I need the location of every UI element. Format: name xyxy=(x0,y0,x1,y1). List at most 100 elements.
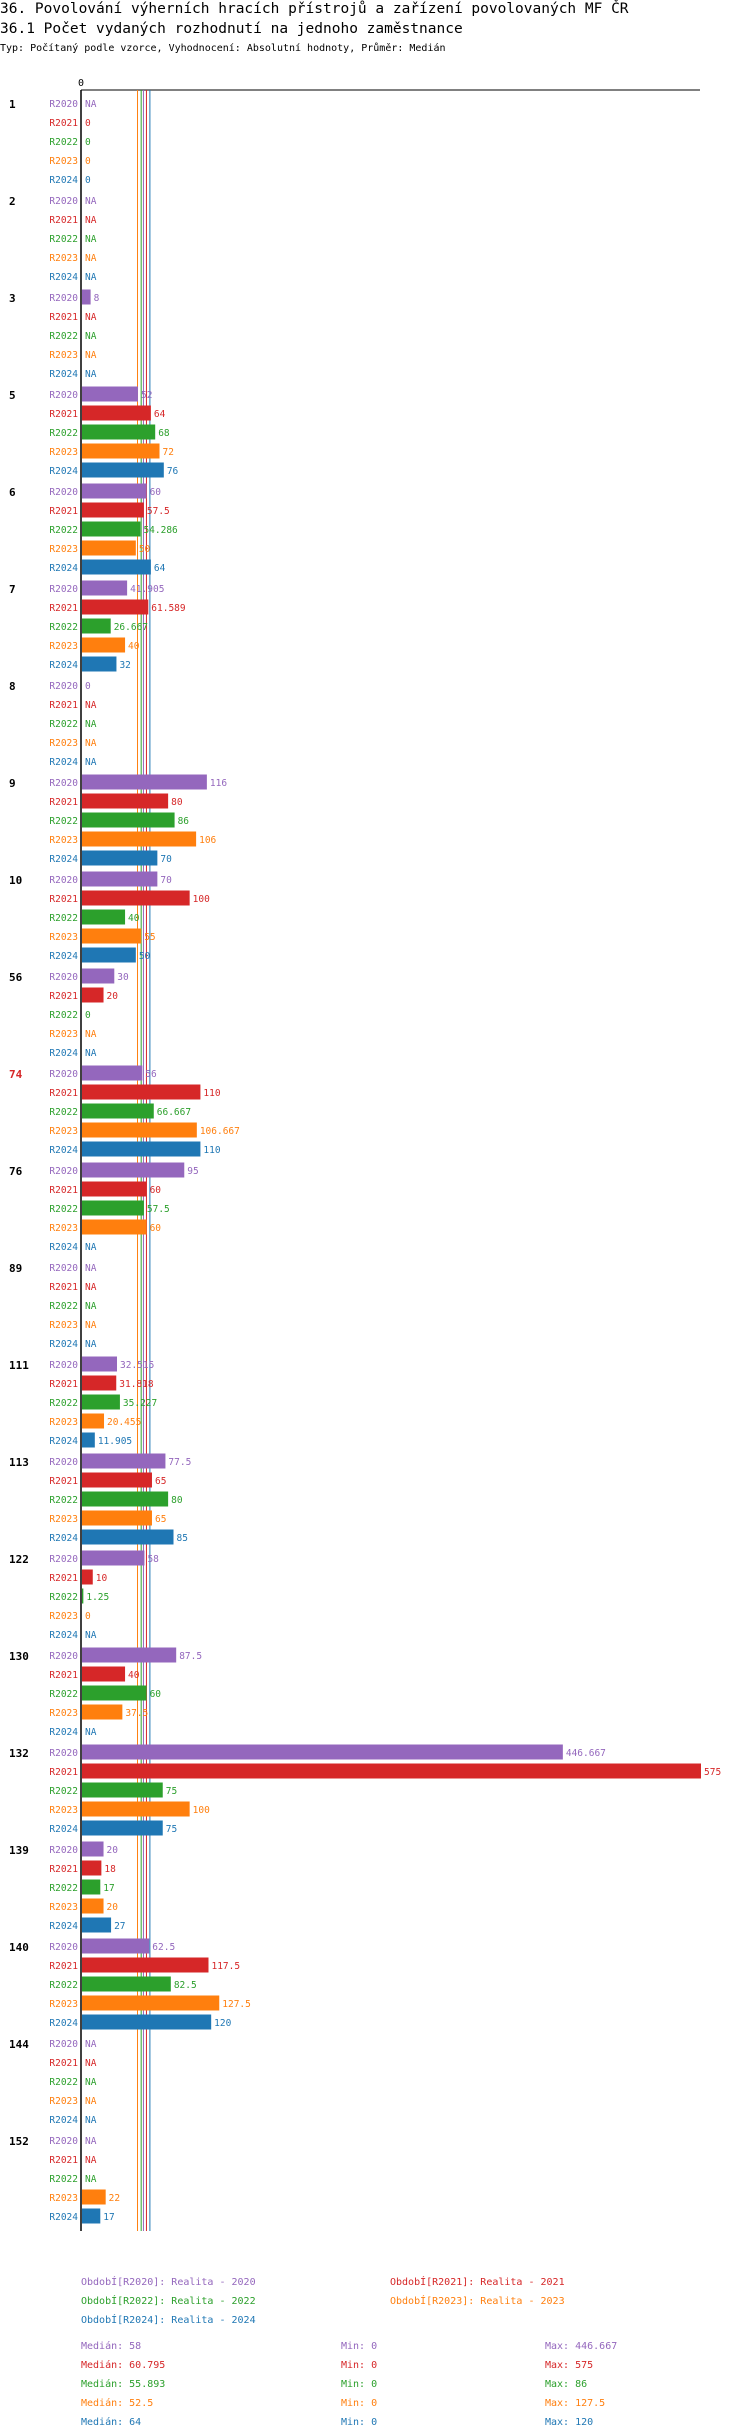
value-label: 116 xyxy=(210,778,227,789)
bar-122-r2020 xyxy=(82,1550,145,1566)
series-label: R2024 xyxy=(49,175,78,186)
series-label: R2024 xyxy=(49,1921,78,1932)
series-label: R2022 xyxy=(49,1398,78,1409)
stat-min-r2024: Min: 0 xyxy=(341,2417,378,2428)
group-label-113: 113 xyxy=(9,1456,29,1469)
bar-76-r2023 xyxy=(82,1219,147,1235)
stat-min-r2023: Min: 0 xyxy=(341,2398,378,2409)
value-label: 60 xyxy=(150,1223,162,1234)
bar-111-r2024 xyxy=(82,1432,95,1448)
value-label: NA xyxy=(85,1263,97,1274)
series-label: R2020 xyxy=(49,1360,78,1371)
series-label: R2023 xyxy=(49,1611,78,1622)
series-label: R2021 xyxy=(49,409,78,420)
group-label-152: 152 xyxy=(9,2135,29,2148)
series-label: R2022 xyxy=(49,428,78,439)
bar-132-r2020 xyxy=(82,1744,563,1760)
value-label: 50 xyxy=(139,951,151,962)
value-label: 77.5 xyxy=(168,1457,191,1468)
x-axis-zero-label: 0 xyxy=(78,78,84,89)
value-label: 0 xyxy=(85,1611,91,1622)
series-label: R2024 xyxy=(49,2212,78,2223)
value-label: 11.905 xyxy=(98,1436,132,1447)
bar-3-r2020 xyxy=(82,289,91,305)
series-label: R2024 xyxy=(49,1242,78,1253)
series-label: R2022 xyxy=(49,2077,78,2088)
stat-max-r2024: Max: 120 xyxy=(545,2417,594,2428)
series-label: R2023 xyxy=(49,1417,78,1428)
value-label: 82.5 xyxy=(174,1980,197,1991)
group-label-76: 76 xyxy=(9,1165,23,1178)
series-label: R2021 xyxy=(49,1088,78,1099)
series-label: R2024 xyxy=(49,2115,78,2126)
bar-5-r2020 xyxy=(82,386,138,402)
series-label: R2021 xyxy=(49,1379,78,1390)
series-label: R2024 xyxy=(49,1824,78,1835)
bar-6-r2024 xyxy=(82,559,151,575)
value-label: 58 xyxy=(147,1554,159,1565)
series-label: R2021 xyxy=(49,2155,78,2166)
value-label: 64 xyxy=(154,563,166,574)
series-label: R2024 xyxy=(49,369,78,380)
value-label: NA xyxy=(85,331,97,342)
group-label-1: 1 xyxy=(9,98,16,111)
series-label: R2020 xyxy=(49,1166,78,1177)
series-label: R2022 xyxy=(49,1495,78,1506)
series-label: R2022 xyxy=(49,1883,78,1894)
bar-7-r2024 xyxy=(82,656,117,672)
series-label: R2024 xyxy=(49,757,78,768)
value-label: 27 xyxy=(114,1921,125,1932)
series-label: R2021 xyxy=(49,700,78,711)
bar-130-r2022 xyxy=(82,1685,147,1701)
series-label: R2022 xyxy=(49,1786,78,1797)
value-label: 75 xyxy=(166,1786,177,1797)
value-label: NA xyxy=(85,1630,97,1641)
value-label: 32.515 xyxy=(120,1360,154,1371)
value-label: NA xyxy=(85,215,97,226)
value-label: 35.227 xyxy=(123,1398,157,1409)
series-label: R2023 xyxy=(49,641,78,652)
bar-111-r2020 xyxy=(82,1356,118,1372)
value-label: NA xyxy=(85,2136,97,2147)
series-label: R2024 xyxy=(49,951,78,962)
value-label: 57.5 xyxy=(147,506,170,517)
series-label: R2022 xyxy=(49,1204,78,1215)
series-label: R2022 xyxy=(49,234,78,245)
value-label: 95 xyxy=(187,1166,198,1177)
series-label: R2021 xyxy=(49,603,78,614)
value-label: NA xyxy=(85,1727,97,1738)
value-label: 127.5 xyxy=(222,1999,251,2010)
bar-140-r2022 xyxy=(82,1976,171,1992)
series-label: R2021 xyxy=(49,506,78,517)
series-label: R2024 xyxy=(49,1630,78,1641)
value-label: 31.818 xyxy=(119,1379,154,1390)
bar-139-r2023 xyxy=(82,1898,104,1914)
series-label: R2020 xyxy=(49,1554,78,1565)
value-label: 52 xyxy=(141,390,152,401)
series-label: R2021 xyxy=(49,1961,78,1972)
bar-6-r2020 xyxy=(82,483,147,499)
bar-113-r2021 xyxy=(82,1472,152,1488)
value-label: 575 xyxy=(704,1767,721,1778)
series-label: R2022 xyxy=(49,913,78,924)
value-label: 106.667 xyxy=(200,1126,240,1137)
series-label: R2023 xyxy=(49,156,78,167)
chart-title: 36. Povolování výherních hracích přístro… xyxy=(0,1,629,17)
bar-122-r2022 xyxy=(82,1588,84,1604)
series-label: R2020 xyxy=(49,293,78,304)
series-label: R2021 xyxy=(49,215,78,226)
value-label: 0 xyxy=(85,118,91,129)
series-label: R2020 xyxy=(49,196,78,207)
value-label: NA xyxy=(85,369,97,380)
value-label: 60 xyxy=(150,1689,162,1700)
series-label: R2023 xyxy=(49,544,78,555)
value-label: 26.667 xyxy=(114,622,148,633)
series-label: R2020 xyxy=(49,778,78,789)
series-label: R2020 xyxy=(49,2136,78,2147)
value-label: NA xyxy=(85,1242,97,1253)
bar-76-r2021 xyxy=(82,1181,147,1197)
series-label: R2024 xyxy=(49,272,78,283)
series-label: R2022 xyxy=(49,622,78,633)
series-label: R2022 xyxy=(49,1592,78,1603)
bar-56-r2020 xyxy=(82,968,115,984)
